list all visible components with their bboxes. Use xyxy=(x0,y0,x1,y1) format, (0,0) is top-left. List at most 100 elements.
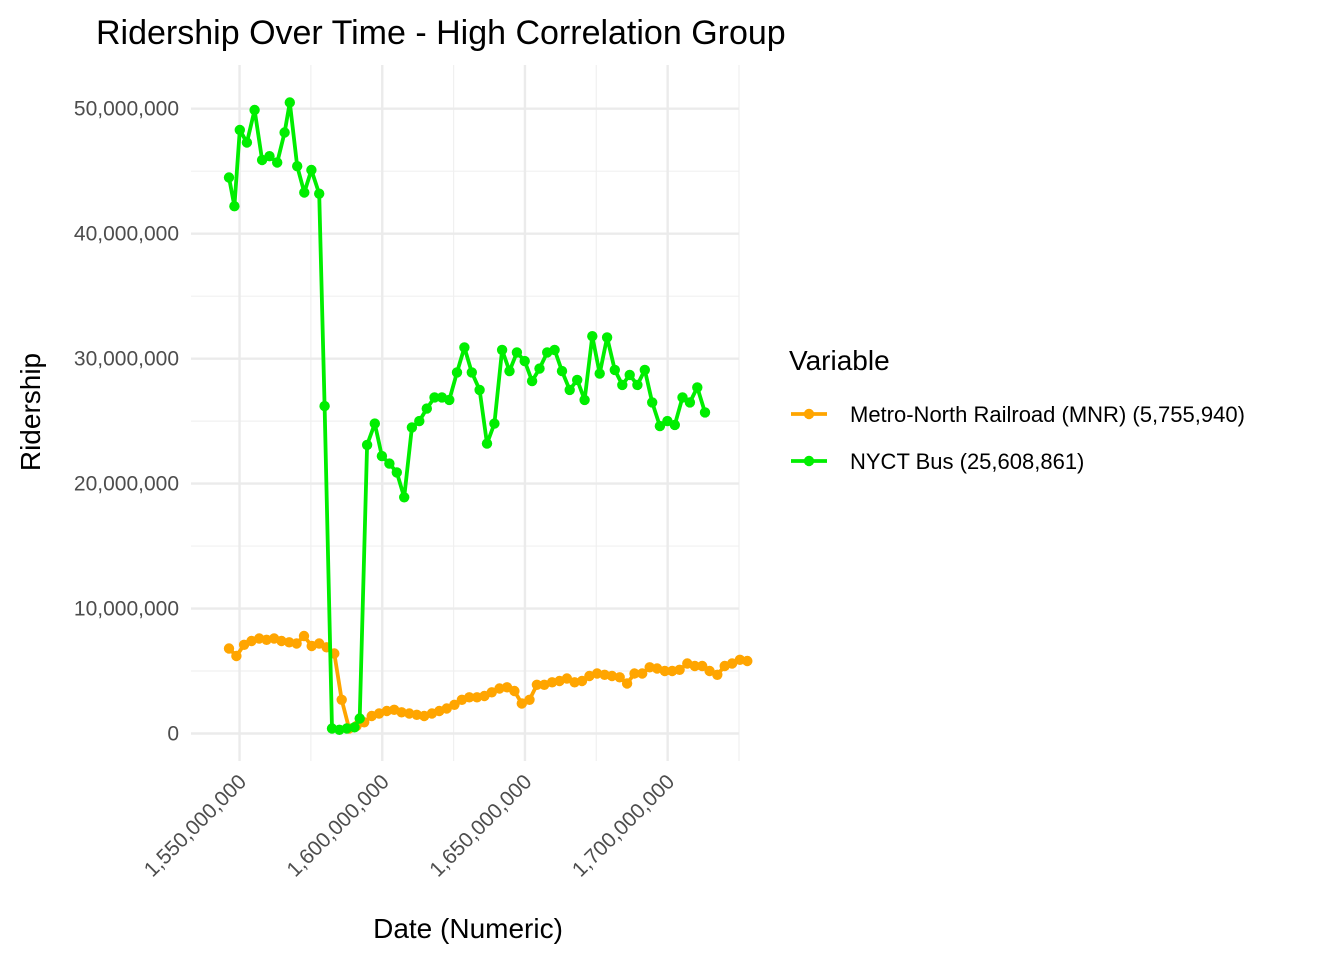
data-point xyxy=(511,347,523,358)
y-axis-title: Ridership xyxy=(15,353,46,471)
data-point xyxy=(466,367,477,378)
data-point xyxy=(354,713,365,724)
grid-lines xyxy=(191,65,740,761)
data-point xyxy=(223,643,235,654)
data-point xyxy=(632,379,643,391)
data-point xyxy=(742,655,753,667)
data-point xyxy=(451,367,463,378)
data-point xyxy=(391,467,402,478)
data-point xyxy=(459,342,470,353)
legend: Variable Metro-North Railroad (MNR) (5,7… xyxy=(789,345,1245,474)
data-point xyxy=(284,97,295,108)
data-point xyxy=(524,694,535,705)
legend-title: Variable xyxy=(789,345,890,376)
data-point xyxy=(291,638,302,649)
data-point xyxy=(509,685,520,697)
data-point xyxy=(556,365,568,377)
x-axis-ticks: 1,550,000,000 1,600,000,000 1,650,000,000 1… xyxy=(140,770,679,881)
data-point xyxy=(534,363,545,374)
data-point xyxy=(406,422,418,433)
legend-item-2: NYCT Bus (25,608,861) xyxy=(791,449,1084,474)
data-point xyxy=(684,397,696,408)
data-point xyxy=(399,492,410,503)
data-point xyxy=(594,368,605,379)
data-point xyxy=(429,392,440,403)
data-point xyxy=(561,673,573,684)
data-point xyxy=(674,664,685,675)
data-point xyxy=(639,364,650,376)
data-point xyxy=(624,369,635,381)
data-point xyxy=(606,670,618,682)
data-point xyxy=(516,698,527,709)
series-1 xyxy=(223,630,753,734)
data-point xyxy=(376,450,388,462)
data-point xyxy=(519,355,530,367)
data-point xyxy=(486,687,497,698)
data-point xyxy=(549,344,560,356)
data-point xyxy=(396,707,407,718)
data-point xyxy=(444,394,455,406)
data-point xyxy=(234,124,245,136)
data-point xyxy=(449,699,460,710)
data-point xyxy=(299,187,310,198)
data-point xyxy=(319,400,330,412)
data-point xyxy=(689,660,700,672)
data-point xyxy=(272,157,283,168)
x-tick-label: 1,700,000,000 xyxy=(568,770,679,881)
data-point xyxy=(647,397,658,408)
data-point xyxy=(579,394,590,406)
data-point xyxy=(504,365,515,377)
data-point xyxy=(279,127,290,138)
series-2 xyxy=(223,97,711,735)
legend-label: Metro-North Railroad (MNR) (5,755,940) xyxy=(850,402,1245,427)
y-tick-label: 50,000,000 xyxy=(74,98,179,121)
data-point xyxy=(576,675,588,687)
data-point xyxy=(621,678,633,689)
y-tick-label: 40,000,000 xyxy=(74,223,179,246)
x-tick-label: 1,550,000,000 xyxy=(140,770,251,881)
y-tick-label: 0 xyxy=(167,723,179,746)
y-tick-label: 20,000,000 xyxy=(74,473,179,496)
data-point xyxy=(264,151,275,162)
data-point xyxy=(564,384,575,396)
data-point xyxy=(298,630,310,642)
y-axis-ticks: 0 10,000,000 20,000,000 30,000,000 40,000,00… xyxy=(74,98,179,746)
data-point xyxy=(384,458,395,469)
y-tick-label: 10,000,000 xyxy=(74,598,179,621)
data-point xyxy=(229,201,240,212)
x-tick-label: 1,650,000,000 xyxy=(425,770,536,881)
legend-label: NYCT Bus (25,608,861) xyxy=(850,449,1084,474)
data-point xyxy=(249,104,260,116)
data-point xyxy=(601,332,613,343)
data-point xyxy=(341,723,352,734)
data-point xyxy=(692,382,703,393)
data-point xyxy=(531,679,543,690)
legend-items: Metro-North Railroad (MNR) (5,755,940) NY… xyxy=(791,402,1245,474)
data-point xyxy=(414,415,425,427)
data-point xyxy=(726,658,738,669)
data-point xyxy=(421,403,432,414)
data-point xyxy=(677,392,688,403)
data-point xyxy=(539,679,550,690)
series-layer xyxy=(223,97,753,735)
data-point xyxy=(572,374,583,386)
chart-title: Ridership Over Time - High Correlation G… xyxy=(96,14,786,52)
data-point xyxy=(361,439,373,451)
data-point xyxy=(489,418,500,429)
data-point xyxy=(481,438,493,449)
data-point xyxy=(336,694,347,705)
data-point xyxy=(669,419,680,431)
x-tick-label: 1,600,000,000 xyxy=(283,770,394,881)
data-point xyxy=(697,660,708,672)
data-point xyxy=(241,137,253,148)
data-point xyxy=(712,669,723,680)
data-point xyxy=(614,672,625,683)
data-point xyxy=(369,418,380,429)
data-point xyxy=(654,420,666,432)
series-line xyxy=(227,634,750,731)
data-point xyxy=(629,668,640,679)
data-point xyxy=(441,703,452,714)
data-point xyxy=(223,172,235,183)
data-point xyxy=(637,668,648,679)
